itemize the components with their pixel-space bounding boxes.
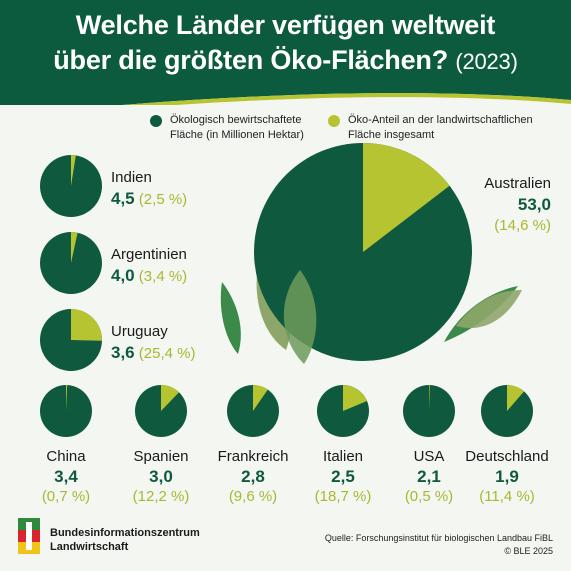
label-name-uruguay: Uruguay — [111, 323, 168, 340]
label-value-italien: 2,5 — [331, 467, 355, 486]
label-value-uruguay: 3,6 — [111, 343, 135, 362]
pie-slice-deutschland — [507, 385, 525, 411]
label-name-indien: Indien — [111, 169, 152, 186]
ble-logo-mark — [18, 518, 40, 554]
legend-share-line-2: Fläche insgesamt — [348, 129, 435, 141]
title-line-2-text: über die größten Öko-Flächen? — [53, 45, 448, 75]
pie-slice-spanien — [161, 385, 180, 411]
label-name-spanien: Spanien — [133, 448, 188, 465]
label-name-frankreich: Frankreich — [218, 448, 289, 465]
legend-label-area: Ökologisch bewirtschaftete Fläche (in Mi… — [170, 113, 304, 143]
pie-slice-usa — [429, 384, 430, 411]
label-share-usa: (0,5 %) — [405, 488, 453, 505]
legend-label-share: Öko-Anteil an der landwirtschaftlichen F… — [348, 113, 533, 143]
pie-slice-frankreich — [253, 385, 268, 411]
title-year: (2023) — [455, 49, 518, 74]
leaf-left-back — [220, 282, 241, 354]
pie-slice-china — [66, 385, 68, 411]
leaf-right-front — [456, 290, 522, 329]
label-share-spanien: (12,2 %) — [133, 488, 190, 505]
pie-slice-uruguay — [71, 309, 102, 341]
label-value-frankreich: 2,8 — [241, 467, 265, 486]
label-value-indien: 4,5 — [111, 189, 135, 208]
pie-slice-argentinien — [71, 231, 78, 263]
title-line-2: über die größten Öko-Flächen? (2023) — [0, 43, 571, 79]
copyright-text: © BLE 2025 — [504, 546, 553, 556]
label-value-australien: 53,0 — [518, 195, 551, 214]
source-note: Quelle: Forschungsinstitut für biologisc… — [325, 532, 553, 558]
legend-dot-lime — [328, 115, 340, 127]
legend-item-share: Öko-Anteil an der landwirtschaftlichen F… — [328, 113, 533, 143]
label-name-china: China — [46, 448, 86, 465]
header-background — [0, 0, 571, 105]
label-share-frankreich: (9,6 %) — [229, 488, 277, 505]
label-share-china: (0,7 %) — [42, 488, 90, 505]
label-share-indien: (2,5 %) — [135, 191, 188, 208]
title-line-1: Welche Länder verfügen weltweit — [75, 10, 496, 40]
source-text: Quelle: Forschungsinstitut für biologisc… — [324, 533, 553, 543]
legend-area-line-1: Ökologisch bewirtschaftete — [170, 114, 302, 126]
label-value-argentinien: 4,0 — [111, 266, 135, 285]
label-share-italien: (18,7 %) — [315, 488, 372, 505]
pie-slice-italien — [343, 385, 367, 411]
label-name-italien: Italien — [323, 448, 363, 465]
organisation-name: Bundesinformationszentrum Landwirtschaft — [50, 526, 200, 554]
label-name-argentinien: Argentinien — [111, 246, 187, 263]
pie-slice-australien — [363, 143, 450, 252]
legend-item-area: Ökologisch bewirtschaftete Fläche (in Mi… — [150, 113, 304, 143]
label-value-china: 3,4 — [54, 467, 78, 486]
org-line-1: Bundesinformationszentrum — [50, 527, 200, 539]
label-share-deutschland: (11,4 %) — [479, 488, 535, 505]
legend-share-line-1: Öko-Anteil an der landwirtschaftlichen — [348, 114, 533, 126]
page-title: Welche Länder verfügen weltweit über die… — [0, 8, 571, 79]
legend-area-line-2: Fläche (in Millionen Hektar) — [170, 129, 304, 141]
leaf-left-overlay — [283, 270, 317, 364]
label-name-deutschland: Deutschland — [465, 448, 548, 465]
legend-dot-dark-green — [150, 115, 162, 127]
label-line-argentinien: 4,0 (3,4 %) — [111, 266, 187, 285]
pie-slice-indien — [71, 155, 76, 186]
label-value-spanien: 3,0 — [149, 467, 173, 486]
org-line-2: Landwirtschaft — [50, 541, 129, 553]
label-share-australien: (14,6 %) — [494, 217, 551, 234]
header-banner: Welche Länder verfügen weltweit über die… — [0, 0, 571, 105]
label-value-deutschland: 1,9 — [495, 467, 519, 486]
label-line-indien: 4,5 (2,5 %) — [111, 189, 187, 208]
label-line-uruguay: 3,6 (25,4 %) — [111, 343, 196, 362]
label-share-uruguay: (25,4 %) — [135, 345, 196, 362]
ble-logo — [18, 518, 40, 554]
label-share-argentinien: (3,4 %) — [135, 268, 188, 285]
label-name-australien: Australien — [484, 175, 551, 192]
label-name-usa: USA — [414, 448, 445, 465]
label-value-usa: 2,1 — [417, 467, 441, 486]
